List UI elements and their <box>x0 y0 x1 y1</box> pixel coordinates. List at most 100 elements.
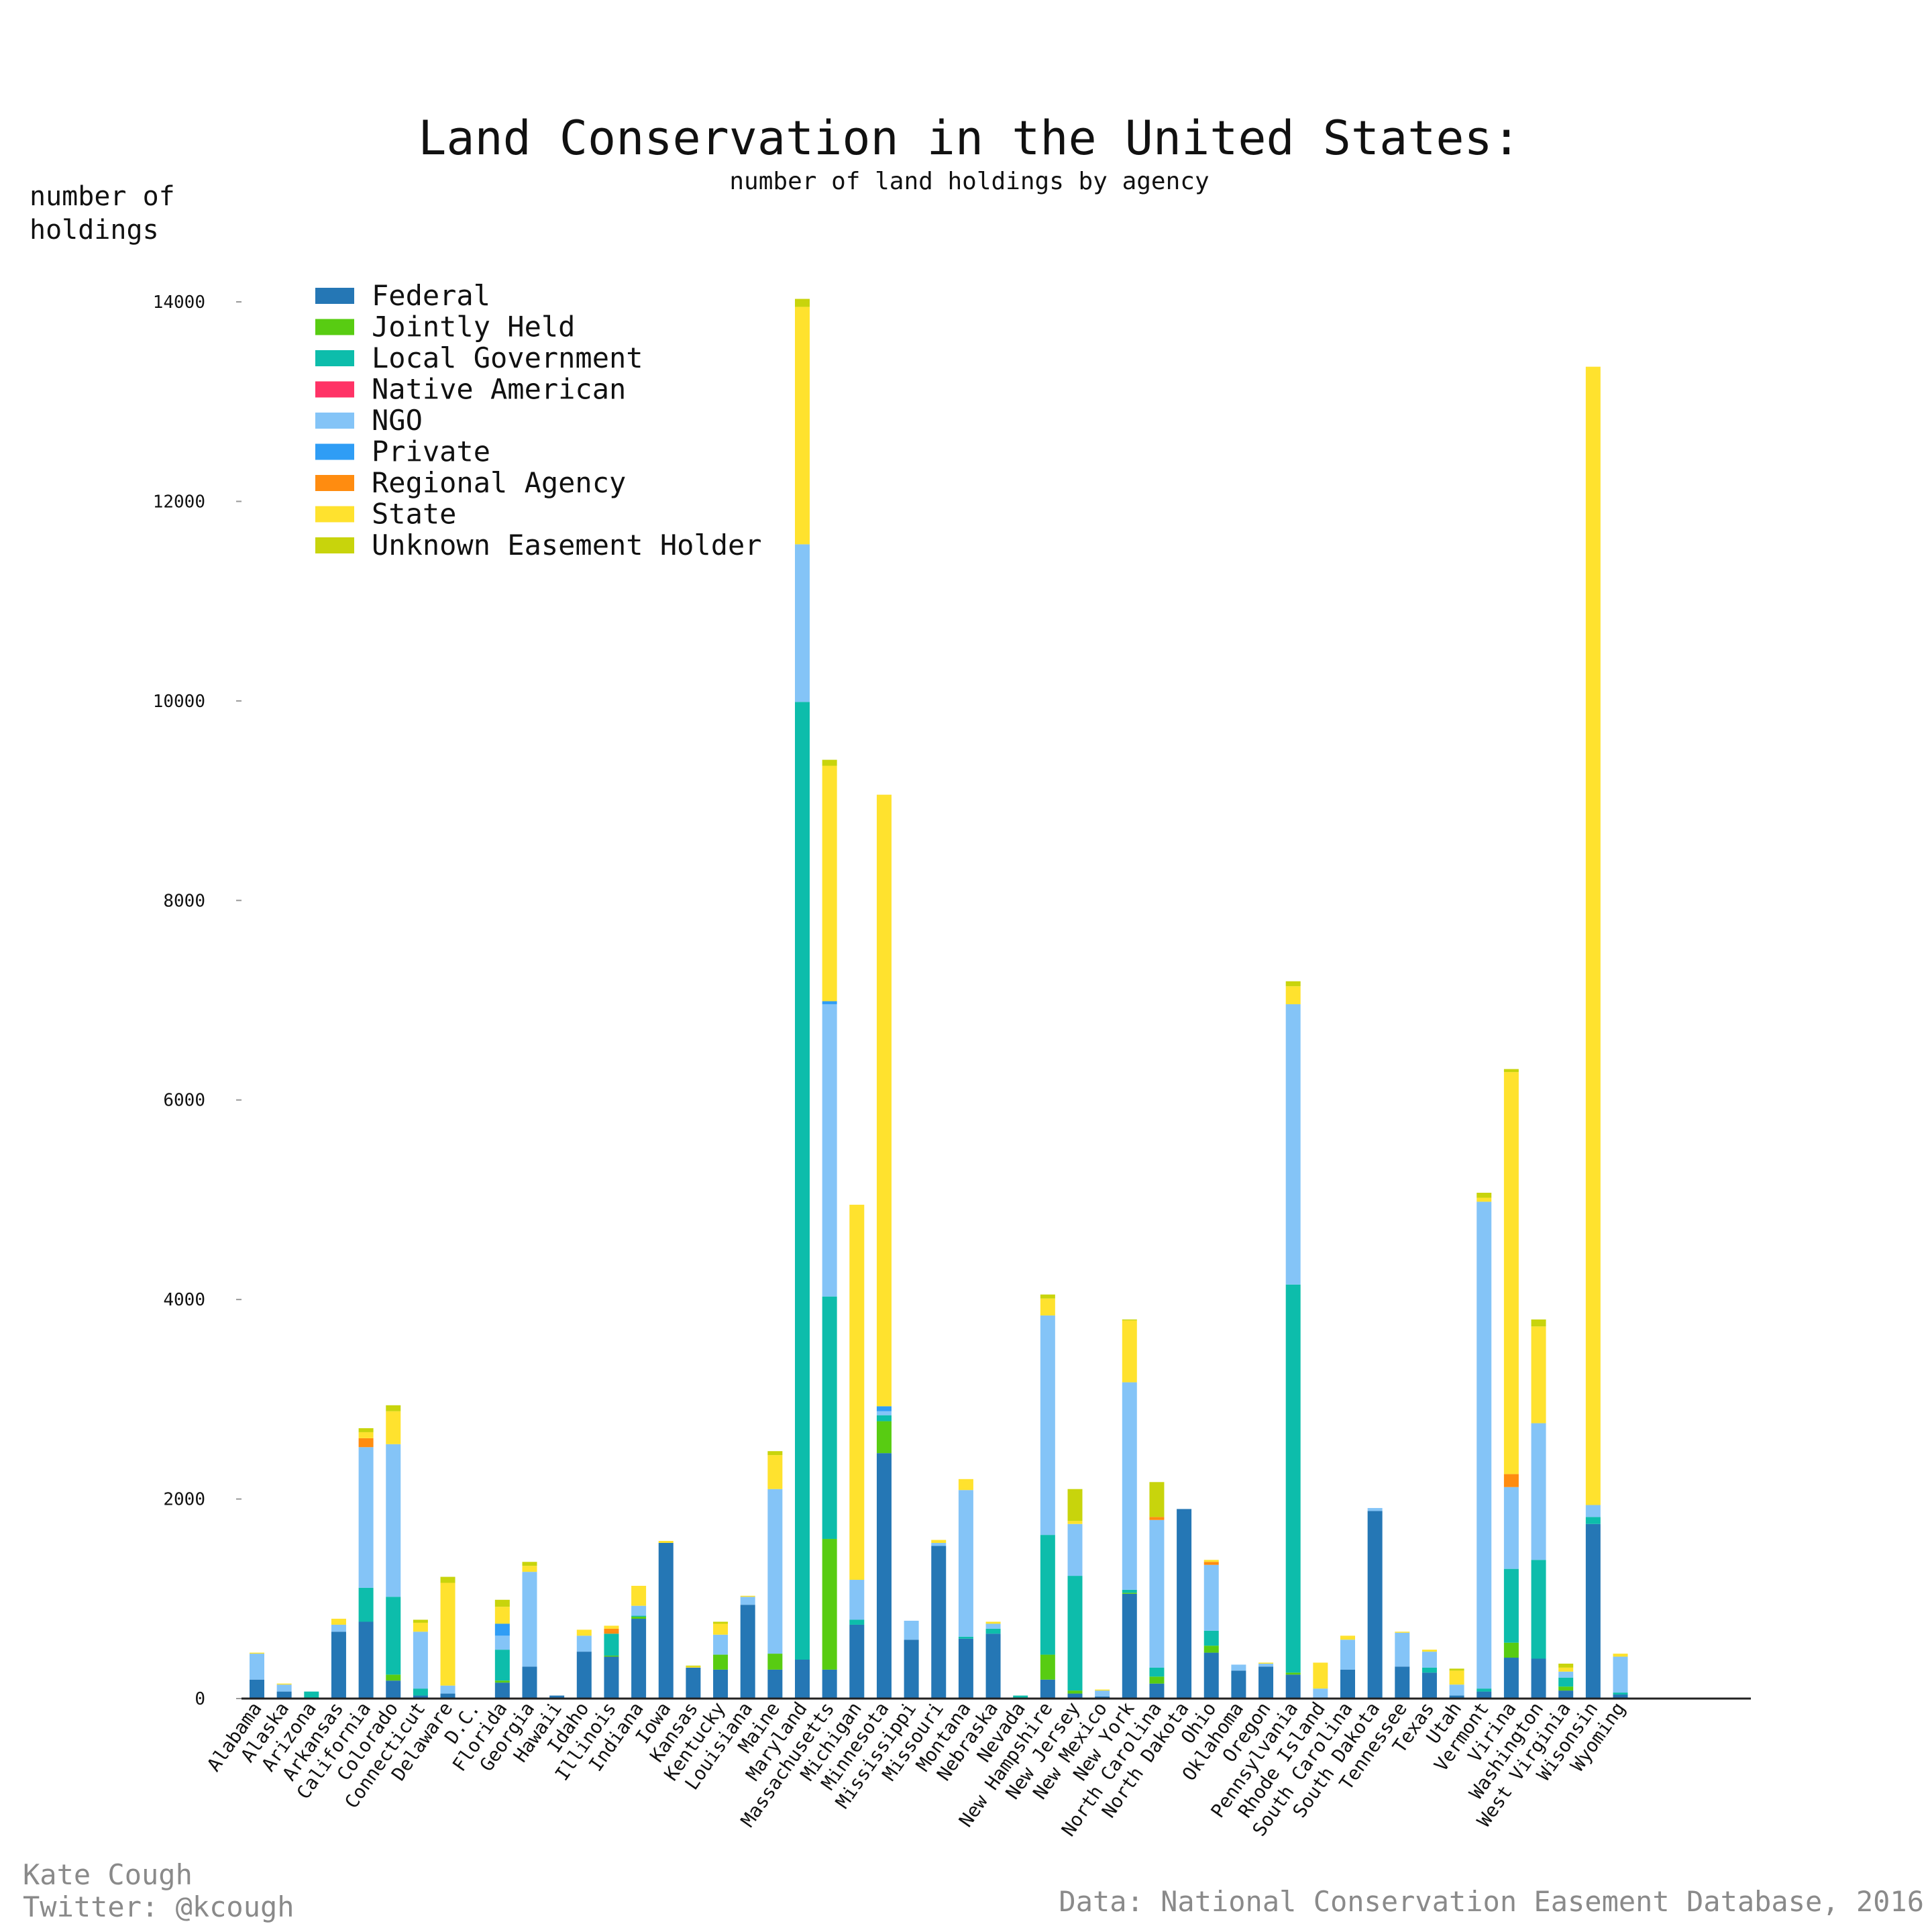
bar-louisiana-federal <box>740 1605 755 1699</box>
bar-michigan-federal <box>849 1624 865 1699</box>
legend-label-local-government: Local Government <box>372 341 643 374</box>
bar-new-hampshire-unknown-easement-holder <box>1040 1294 1055 1299</box>
bar-florida-ngo <box>494 1635 510 1650</box>
bar-north-carolina-ngo <box>1149 1519 1165 1668</box>
bar-ohio-federal <box>1203 1652 1219 1699</box>
y-tick-label-12000: 12000 <box>153 492 205 512</box>
legend-label-ngo: NGO <box>372 404 423 437</box>
bar-maine-unknown-easement-holder <box>767 1451 783 1456</box>
bar-minnesota-jointly-held <box>876 1421 892 1454</box>
bar-alabama-state <box>250 1652 264 1654</box>
bar-ohio-ngo <box>1203 1564 1219 1631</box>
bar-south-dakota-ngo <box>1367 1507 1383 1511</box>
bar-north-dakota-federal <box>1177 1509 1192 1699</box>
bar-indiana-ngo <box>631 1605 647 1616</box>
bar-nevada-local-government <box>1013 1695 1028 1698</box>
bar-south-carolina-ngo <box>1340 1640 1355 1670</box>
bar-new-jersey-federal <box>1067 1693 1083 1699</box>
x-axis: AlabamaAlaskaArizonaArkansasCaliforniaCo… <box>203 1698 1629 1840</box>
bar-kentucky-jointly-held <box>713 1654 729 1670</box>
bar-west-virginia-unknown-easement-holder <box>1558 1663 1574 1668</box>
bar-idaho-state <box>576 1629 592 1636</box>
bar-pennsylvania-local-government <box>1285 1284 1301 1673</box>
bar-nebraska-ngo <box>985 1623 1001 1629</box>
bar-minnesota-ngo <box>876 1411 892 1415</box>
bar-kentucky-ngo <box>713 1634 729 1655</box>
y-tick-label-10000: 10000 <box>153 692 205 712</box>
bar-north-carolina-jointly-held <box>1149 1676 1165 1684</box>
bar-louisiana-ngo <box>740 1597 755 1605</box>
credit-author: Kate Cough <box>23 1858 193 1891</box>
bar-oklahoma-federal <box>1231 1670 1246 1699</box>
bar-vermont-state <box>1477 1197 1492 1202</box>
bar-arkansas-ngo <box>331 1624 346 1632</box>
bar-new-hampshire-state <box>1040 1298 1055 1316</box>
bar-oregon-federal <box>1258 1666 1274 1699</box>
bar-new-jersey-state <box>1067 1521 1083 1524</box>
bar-new-mexico-ngo <box>1095 1690 1110 1697</box>
bar-connecticut-local-government <box>413 1688 428 1696</box>
bar-minnesota-state <box>876 794 892 1407</box>
bar-wyoming-federal <box>1613 1695 1628 1699</box>
legend-swatch-state <box>315 506 354 523</box>
bar-wyoming-local-government <box>1613 1693 1628 1695</box>
bar-west-virginia-ngo <box>1558 1671 1574 1678</box>
bar-california-local-government <box>358 1587 374 1622</box>
bar-california-ngo <box>358 1447 374 1588</box>
bar-pennsylvania-federal <box>1285 1674 1301 1699</box>
legend-label-unknown-easement-holder: Unknown Easement Holder <box>372 529 762 561</box>
bar-washington-state <box>1531 1326 1546 1424</box>
bar-arkansas-federal <box>331 1631 346 1699</box>
bar-arkansas-state <box>331 1619 346 1625</box>
bar-new-hampshire-jointly-held <box>1040 1654 1055 1680</box>
bar-wisonsin-local-government <box>1585 1517 1601 1524</box>
bar-nebraska-state <box>985 1621 1001 1624</box>
bar-massachusetts-ngo <box>822 1004 837 1297</box>
bar-florida-federal <box>494 1682 510 1699</box>
bar-maryland-ngo <box>795 544 810 702</box>
bar-massachusetts-federal <box>822 1669 837 1699</box>
bar-massachusetts-unknown-easement-holder <box>822 759 837 766</box>
bar-new-hampshire-local-government <box>1040 1535 1055 1655</box>
bar-north-carolina-local-government <box>1149 1667 1165 1677</box>
bar-new-jersey-unknown-easement-holder <box>1067 1489 1083 1521</box>
bar-new-york-local-government <box>1122 1589 1137 1593</box>
bar-florida-local-government <box>494 1650 510 1681</box>
bar-idaho-federal <box>576 1652 592 1699</box>
bar-montana-ngo <box>958 1490 973 1637</box>
bar-virina-local-government <box>1503 1568 1519 1643</box>
y-axis-label-line2: holdings <box>30 215 159 246</box>
bar-california-federal <box>358 1621 374 1699</box>
bar-south-dakota-federal <box>1367 1511 1383 1699</box>
bar-minnesota-federal <box>876 1453 892 1699</box>
bar-texas-federal <box>1421 1672 1437 1699</box>
bar-south-carolina-federal <box>1340 1669 1355 1699</box>
credit-source: Data: National Conservation Easement Dat… <box>1059 1885 1924 1918</box>
bar-texas-local-government <box>1421 1667 1437 1673</box>
bar-connecticut-unknown-easement-holder <box>413 1619 428 1623</box>
bar-missouri-ngo <box>931 1543 947 1546</box>
bar-georgia-federal <box>522 1666 537 1699</box>
bar-florida-unknown-easement-holder <box>494 1599 510 1607</box>
bar-north-carolina-unknown-easement-holder <box>1149 1482 1165 1517</box>
y-tick-label-0: 0 <box>195 1689 205 1709</box>
bar-minnesota-private <box>876 1406 892 1411</box>
bar-new-jersey-jointly-held <box>1067 1690 1083 1694</box>
bar-maine-state <box>767 1455 783 1489</box>
bar-indiana-state <box>631 1585 647 1606</box>
bar-kansas-state <box>686 1666 701 1668</box>
credit-twitter: Twitter: @kcough <box>23 1890 294 1923</box>
y-tick-label-8000: 8000 <box>163 891 205 911</box>
bar-west-virginia-jointly-held <box>1558 1686 1574 1691</box>
chart-title: Land Conservation in the United States: <box>418 111 1521 166</box>
legend-swatch-private <box>315 443 354 460</box>
bar-arizona-local-government <box>304 1691 319 1698</box>
bar-utah-federal <box>1449 1695 1464 1699</box>
y-tick-label-4000: 4000 <box>163 1290 205 1310</box>
bar-new-jersey-local-government <box>1067 1576 1083 1691</box>
bar-texas-state <box>1421 1650 1437 1652</box>
bar-vermont-federal <box>1477 1691 1492 1699</box>
bar-washington-ngo <box>1531 1423 1546 1560</box>
